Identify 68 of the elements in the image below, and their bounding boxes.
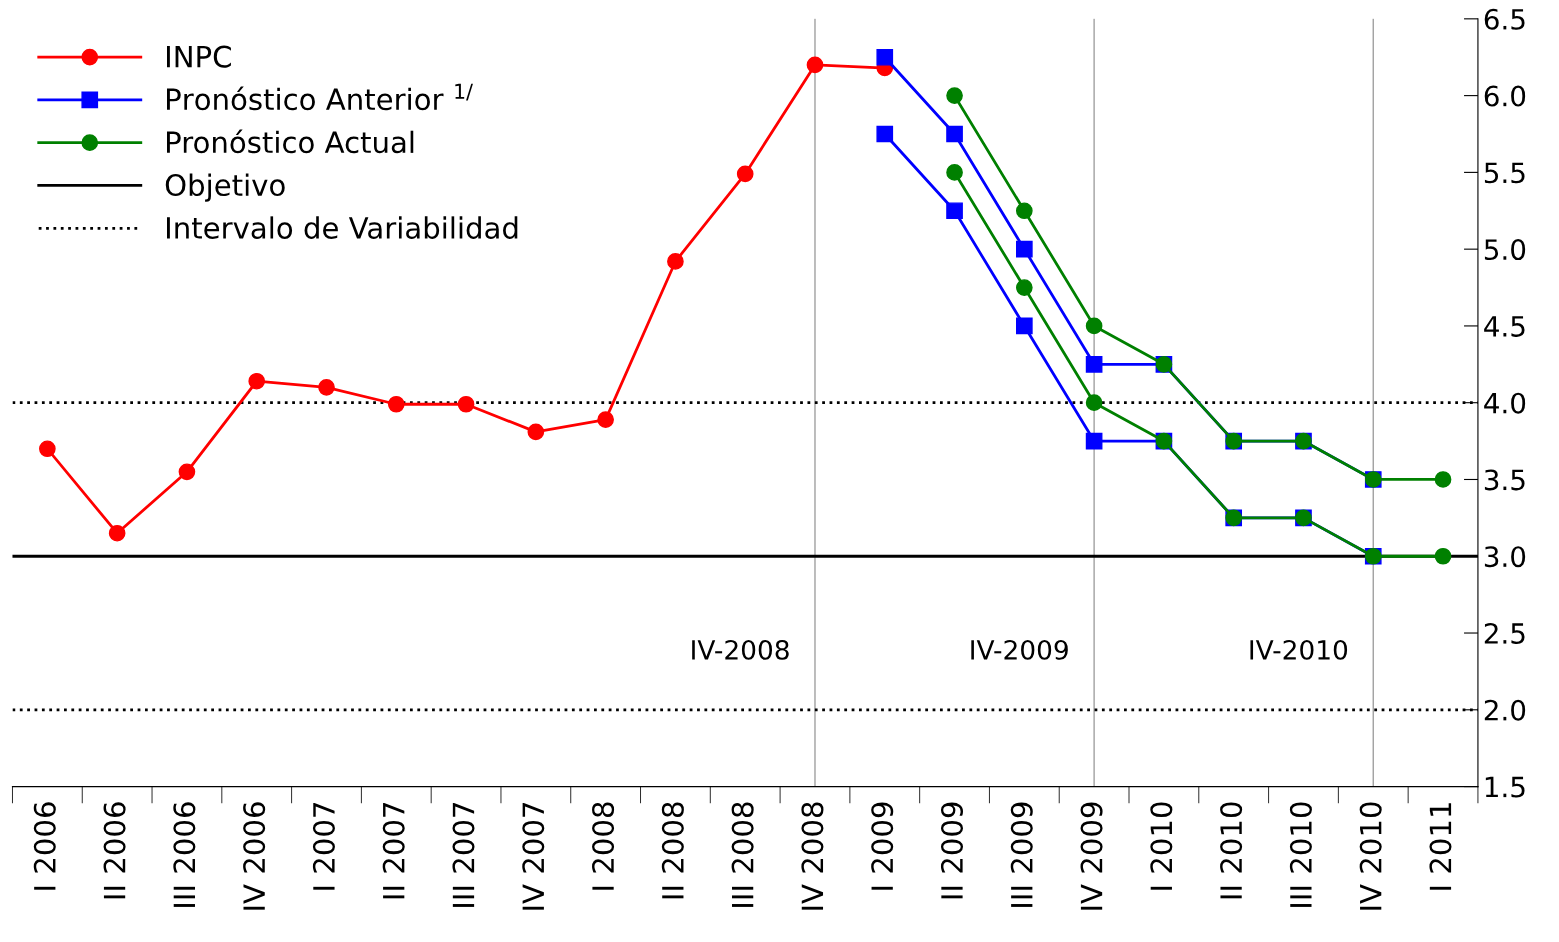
point	[1016, 240, 1033, 258]
x-tick-label: I 2011	[1429, 803, 1452, 890]
x-tick-label: III 2006	[173, 802, 196, 907]
point	[1016, 202, 1033, 220]
x-tick-label: III 2008	[731, 802, 754, 907]
point	[946, 202, 963, 220]
point	[39, 440, 56, 458]
point	[946, 87, 963, 104]
y-tick-label: 6.0	[1484, 85, 1526, 107]
y-tick-label: 3.5	[1484, 469, 1525, 491]
x-tick-label: I 2010	[1150, 802, 1173, 890]
legend-label: Pronóstico Anterior $^{1/}$	[167, 83, 473, 111]
x-tick-label: IV 2006	[243, 802, 266, 910]
x-tick-label: III 2007	[452, 802, 475, 907]
point	[1085, 317, 1103, 335]
point	[1016, 279, 1033, 296]
point	[318, 379, 335, 396]
x-tick-label: II 2009	[940, 802, 964, 899]
point	[1434, 471, 1452, 488]
y-tick-label: 2.5	[1484, 622, 1525, 644]
x-tick-label: IV 2008	[801, 802, 824, 910]
point	[108, 524, 126, 542]
point	[387, 395, 405, 413]
point	[1434, 547, 1452, 565]
legend-label: Objetivo	[165, 173, 285, 202]
ref-line-label: IV-2010	[1250, 639, 1348, 660]
legend-label: Intervalo de Variabilidad	[167, 216, 518, 239]
x-tick-label: I 2007	[312, 802, 335, 890]
x-tick-label: I 2006	[33, 802, 56, 890]
point	[876, 125, 894, 143]
ref-line-label: IV-2009	[971, 639, 1068, 660]
x-tick-label: I 2009	[871, 802, 894, 890]
y-tick-label: 6.5	[1484, 8, 1525, 30]
x-tick-label: II 2008	[661, 802, 684, 899]
point	[527, 423, 545, 441]
legend-label: Pronóstico Actual	[167, 129, 414, 154]
x-tick-label: II 2010	[1220, 802, 1243, 899]
point	[1016, 317, 1033, 335]
y-tick-label: 5.0	[1484, 239, 1526, 261]
point	[806, 56, 824, 74]
point	[457, 395, 475, 413]
x-tick-label: III 2010	[1289, 802, 1312, 907]
y-tick-label: 4.5	[1484, 316, 1525, 337]
x-tick-label: IV 2007	[522, 802, 545, 910]
point	[946, 125, 963, 143]
y-tick-label: 1.5	[1485, 776, 1525, 798]
point	[1085, 355, 1103, 373]
y-tick-label: 4.0	[1484, 392, 1526, 414]
point	[597, 411, 614, 428]
point	[736, 165, 754, 183]
x-tick-label: II 2006	[103, 802, 126, 899]
x-tick-label: IV 2010	[1359, 802, 1382, 910]
point	[667, 253, 684, 270]
point	[876, 48, 894, 66]
point	[178, 463, 196, 481]
ref-line-label: IV-2008	[692, 639, 789, 660]
y-tick-label: 5.5	[1484, 162, 1525, 184]
point	[1085, 394, 1103, 412]
legend-label: INPC	[167, 45, 231, 68]
y-tick-label: 2.0	[1484, 699, 1526, 721]
point	[248, 372, 266, 390]
y-tick-label: 3.0	[1484, 546, 1526, 568]
x-tick-label: III 2009	[1010, 802, 1033, 907]
point	[946, 164, 963, 181]
point	[1085, 432, 1103, 450]
x-tick-label: II 2007	[382, 802, 405, 899]
x-tick-label: IV 2009	[1080, 802, 1103, 910]
x-tick-label: I 2008	[592, 802, 615, 890]
